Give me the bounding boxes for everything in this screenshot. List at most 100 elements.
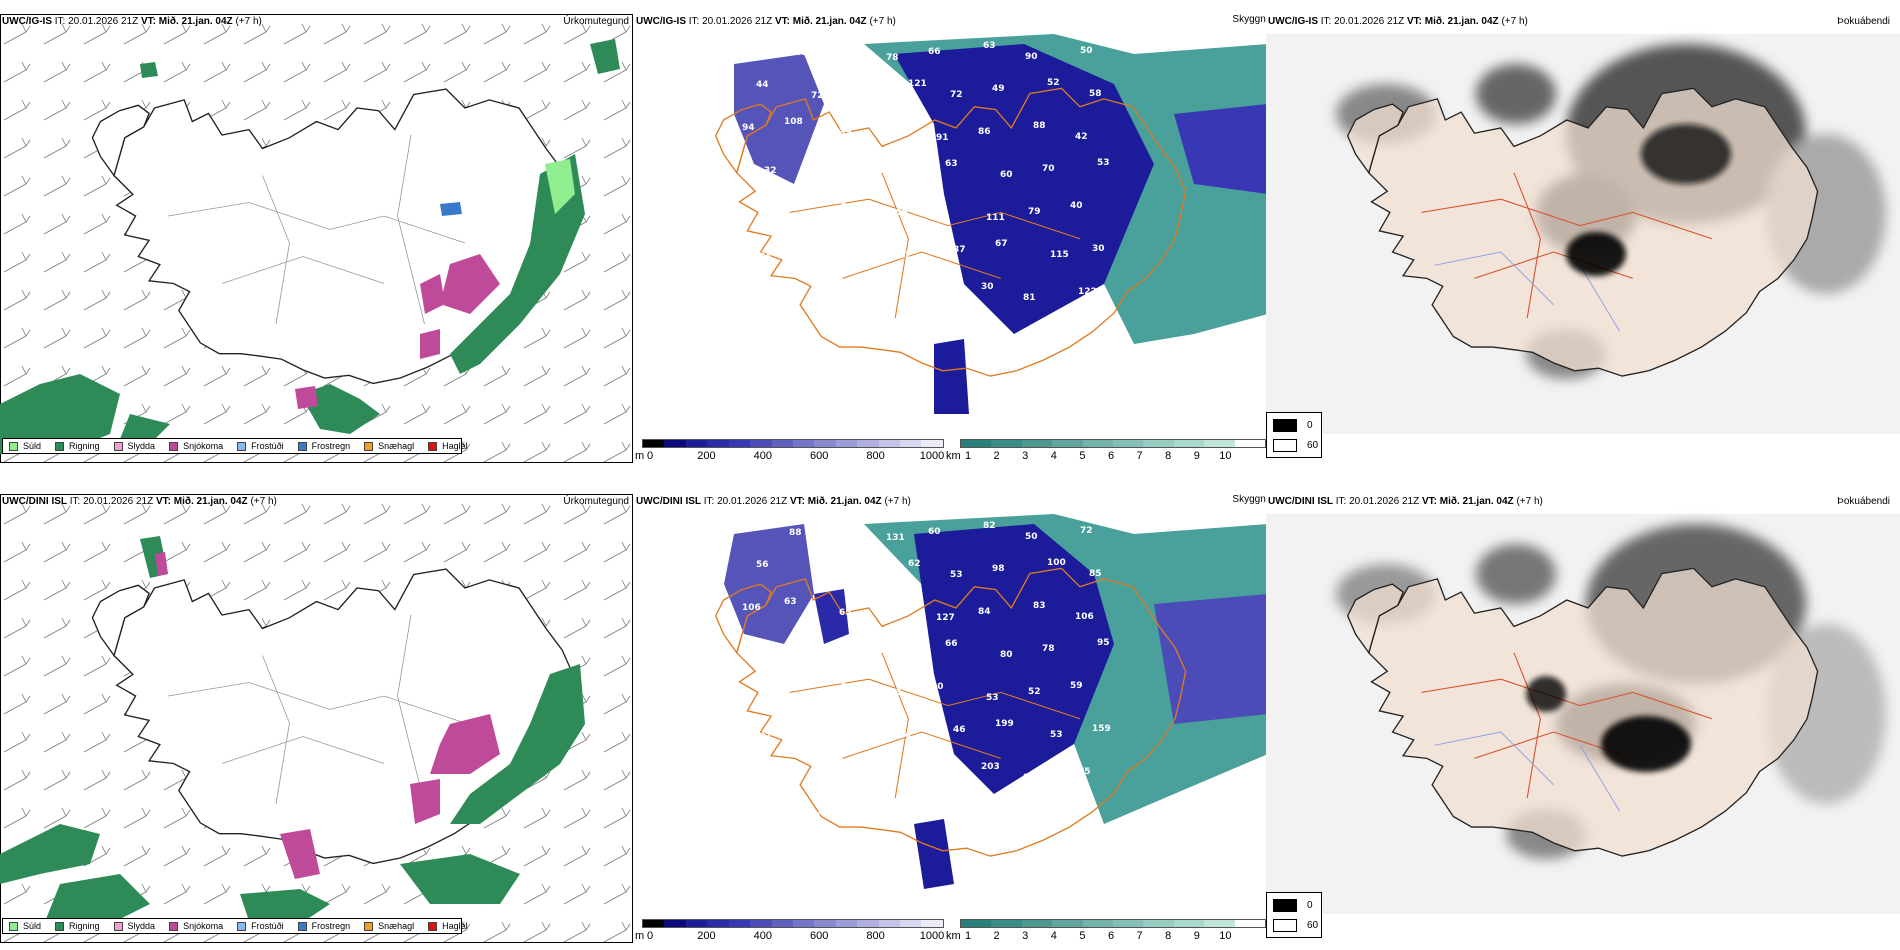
cloud-panel-name: Skyggni [1232,14,1268,25]
cloud-base-value: 50 [1080,46,1093,56]
lead-time: (+7 h) [869,16,896,27]
model-name: UWC/DINI ISL [636,496,701,507]
legend-label: Súld [23,441,42,451]
cloud-base-value: 67 [759,732,772,742]
colorbar-cell [664,440,686,447]
cloud-base-value: 70 [903,645,916,655]
cloud-base-value: 66 [928,47,941,57]
colorbar-tick-label: 2 [993,450,1000,462]
cloud-base-value: 82 [983,521,996,531]
precip-title-bottom: UWC/DINI ISL IT: 20.01.2026 21Z VT: Mið.… [2,496,277,507]
colorbar-tick-label: 600 [810,930,829,942]
cloud-base-value: 80 [1000,650,1013,660]
colorbar-tick-label: 8 [1165,930,1172,942]
precip-panel-name: Úrkomutegund [563,16,629,27]
cloud-base-value: 30 [981,282,994,292]
colorbar-tick-label: 6 [1107,930,1115,942]
vis-unit: km [946,450,961,462]
cloud-base-value: 49 [737,689,750,699]
cloud-base-value: 51 [787,769,800,779]
fog-label-60: 60 [1307,920,1319,931]
cloud-base-value: 131 [886,533,905,543]
legend-label: Snjókoma [183,441,224,451]
colorbar-cell [878,920,901,927]
precip-panel-top: UWC/IG-IS IT: 20.01.2026 21Z VT: Mið. 21… [0,14,633,463]
colorbar-cell [921,440,943,447]
cloud-base-value: 78 [848,171,861,181]
legend-swatch [428,441,438,451]
legend-swatch [364,441,374,451]
fog-label-60: 60 [1307,440,1319,451]
cloud-base-value: 61 [834,197,847,207]
cloud-base-value: 66 [884,757,897,767]
lead-time: (+7 h) [1501,16,1528,27]
precip-panel-name: Úrkomutegund [563,496,629,507]
colorbar-tick-label: 800 [866,450,885,462]
cloud-base-value: 101 [851,806,870,816]
cloud-base-value: 79 [1028,207,1041,217]
colorbar-cell [643,440,665,447]
cloud-base-value: 59 [931,202,944,212]
cloud-base-value: 96 [745,758,758,768]
legend-swatch [237,921,247,931]
legend-item-haglél: Haglél [428,441,468,451]
cloud-base-value: 107 [856,240,875,250]
legend-label: Snæhagl [378,441,415,451]
legend-label: Snæhagl [378,921,415,931]
legend-label: Rigning [69,441,100,451]
legend-swatch [297,441,307,451]
cloud-base-value: 53 [834,677,847,687]
cloud-base-value: 90 [1025,52,1038,62]
cloud-base-value: 72 [811,91,824,101]
colorbar-cell [900,440,922,447]
colorbar-cell [1021,920,1053,927]
cloud-base-value: 65 [839,608,852,618]
colorbar-cell [707,920,729,927]
colorbar-cell [961,440,992,447]
model-name: UWC/DINI ISL [1268,496,1333,507]
init-time: IT: 20.01.2026 21Z [688,16,773,27]
cloud-base-value: 67 [842,763,855,773]
init-time: IT: 20.01.2026 21Z [54,16,139,27]
legend-label: Frostúði [251,441,284,451]
legend-item-frostúði: Frostúði [237,441,284,451]
cloud-map-top: 151 133 94 78 66 63 90 50 44 72 249 121 72 49 52 58 94 10… [715,34,1268,414]
cloud-title-top: UWC/IG-IS IT: 20.01.2026 21Z VT: Mið. 21… [636,16,896,27]
colorbar-cell [1143,440,1174,447]
colorbar-cell [900,920,922,927]
cloud-base-value: 65 [831,522,844,532]
cloud-base-value: 66 [945,639,958,649]
cloud-base-value: 97 [881,602,894,612]
cloud-base-value: 54 [764,646,777,656]
legend-swatch [55,441,65,451]
cloud-base-value: 52 [1028,687,1041,697]
legend-item-snæhagl: Snæhagl [364,921,414,931]
legend-label: Slydda [127,441,156,451]
vt-label: VT: [155,496,171,507]
colorbar-cell [857,920,879,927]
cloud-base-value: 84 [978,607,991,617]
valid-time: Mið. 21.jan. 04Z [158,16,233,27]
legend-label: Slydda [127,921,156,931]
cloud-base-value: 83 [801,726,814,736]
cloud-map-bottom: 223 88 65 131 60 82 50 72 56 91 60 62 53 98 100 85 106 63… [715,514,1268,889]
cloud-base-value: 127 [936,613,955,623]
precip-map-top [0,15,632,462]
colorbar-cell [643,920,665,927]
cloud-base-value: 60 [1000,170,1013,180]
cloud-base-value: 223 [734,517,753,527]
vis-unit: km [946,930,961,942]
valid-time: Mið. 21.jan. 04Z [1439,496,1514,507]
fog-legend-top: 0 60 [1266,412,1322,458]
visibility-colorbar-bottom: km 1 2 3 4 5 6 7 8 9 10 [946,919,1268,943]
legend-item-súld: Súld [9,441,41,451]
colorbar-tick-label: 5 [1079,450,1086,462]
colorbar-cell [1113,920,1144,927]
cloud-base-value: 39 [948,811,961,821]
model-name: UWC/DINI ISL [2,496,67,507]
colorbar-tick-label: 9 [1193,930,1200,942]
fog-swatch-60 [1273,919,1297,932]
legend-label: Frostúði [251,921,284,931]
colorbar-tick-label: 4 [1050,930,1057,942]
cloud-base-value: 115 [1050,250,1069,260]
